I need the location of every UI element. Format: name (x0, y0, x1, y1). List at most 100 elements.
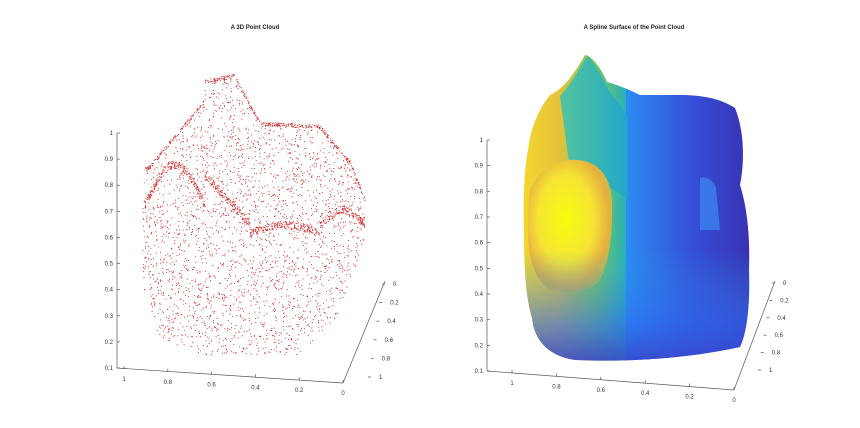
cloud-point (284, 226, 286, 228)
cloud-point (193, 132, 195, 134)
cloud-point (238, 129, 240, 131)
cloud-point (338, 266, 340, 268)
cloud-point (157, 198, 159, 200)
cloud-point (168, 255, 170, 257)
cloud-point (148, 245, 150, 247)
cloud-point (297, 249, 299, 251)
cloud-point (220, 104, 222, 107)
cloud-point (280, 271, 282, 273)
cloud-point (223, 294, 226, 296)
cloud-point (191, 214, 193, 216)
cloud-point (143, 182, 145, 184)
cloud-point (214, 191, 216, 193)
cloud-point (328, 279, 330, 281)
cloud-point (223, 214, 225, 216)
cloud-point (150, 253, 152, 256)
cloud-point (176, 206, 178, 208)
cloud-point (199, 198, 201, 200)
cloud-point (297, 306, 299, 308)
cloud-point (222, 312, 224, 315)
cloud-point (258, 143, 260, 145)
cloud-point (337, 166, 339, 168)
cloud-point (221, 236, 223, 238)
cloud-point (152, 190, 154, 192)
cloud-point (154, 159, 156, 161)
cloud-point (337, 183, 339, 185)
cloud-point (291, 170, 294, 172)
cloud-point (224, 296, 226, 298)
cloud-point (174, 202, 176, 204)
cloud-point (201, 194, 203, 197)
cloud-point (298, 175, 300, 177)
cloud-point (239, 233, 241, 235)
cloud-point (269, 264, 272, 266)
cloud-point (249, 146, 251, 148)
cloud-point (251, 204, 253, 207)
cloud-point (251, 323, 253, 325)
cloud-point (201, 188, 203, 190)
z-tick-label: 0.7 (105, 209, 114, 215)
cloud-point (200, 106, 202, 108)
cloud-point (262, 282, 264, 284)
cloud-point (329, 196, 331, 198)
cloud-point (213, 274, 215, 277)
cloud-point (152, 191, 154, 193)
cloud-point (144, 267, 146, 269)
cloud-point (292, 123, 294, 125)
cloud-point (210, 155, 212, 157)
cloud-point (259, 220, 261, 222)
cloud-point (333, 248, 335, 250)
cloud-point (307, 227, 310, 229)
cloud-point (201, 197, 203, 199)
cloud-point (264, 352, 266, 354)
cloud-point (356, 178, 358, 180)
cloud-point (154, 184, 156, 186)
cloud-point (297, 126, 299, 128)
cloud-point (230, 322, 232, 325)
cloud-point (202, 150, 204, 152)
cloud-point (270, 223, 272, 225)
cloud-point (148, 259, 150, 261)
cloud-point (222, 262, 224, 264)
cloud-point (265, 329, 268, 331)
cloud-point (212, 89, 214, 91)
cloud-point (253, 256, 255, 258)
cloud-point (203, 157, 205, 159)
cloud-point (192, 285, 194, 288)
cloud-point (341, 212, 343, 214)
cloud-point (246, 198, 248, 200)
cloud-point (271, 266, 273, 269)
cloud-point (189, 315, 191, 317)
cloud-point (242, 239, 244, 241)
cloud-point (359, 240, 362, 242)
cloud-point (254, 229, 256, 231)
cloud-point (145, 245, 147, 247)
cloud-point (276, 346, 278, 348)
cloud-point (189, 121, 191, 123)
x-tick-label: 0.4 (641, 391, 650, 397)
cloud-point (162, 311, 164, 313)
cloud-point (273, 308, 275, 310)
cloud-point (182, 156, 185, 158)
cloud-point (215, 142, 218, 144)
cloud-point (361, 192, 363, 194)
cloud-point (268, 351, 270, 353)
cloud-point (245, 219, 247, 221)
cloud-point (195, 200, 197, 202)
cloud-point (286, 276, 288, 278)
cloud-point (305, 231, 307, 233)
cloud-point (189, 326, 192, 328)
cloud-point (245, 260, 247, 262)
cloud-point (353, 223, 355, 225)
cloud-point (209, 179, 211, 181)
cloud-point (238, 346, 240, 348)
cloud-point (362, 219, 364, 221)
cloud-point (289, 216, 291, 218)
cloud-point (194, 235, 196, 237)
cloud-point (337, 264, 339, 266)
cloud-point (229, 109, 231, 111)
cloud-point (330, 276, 332, 279)
cloud-point (152, 274, 154, 276)
cloud-point (299, 153, 301, 155)
cloud-point (166, 147, 168, 149)
